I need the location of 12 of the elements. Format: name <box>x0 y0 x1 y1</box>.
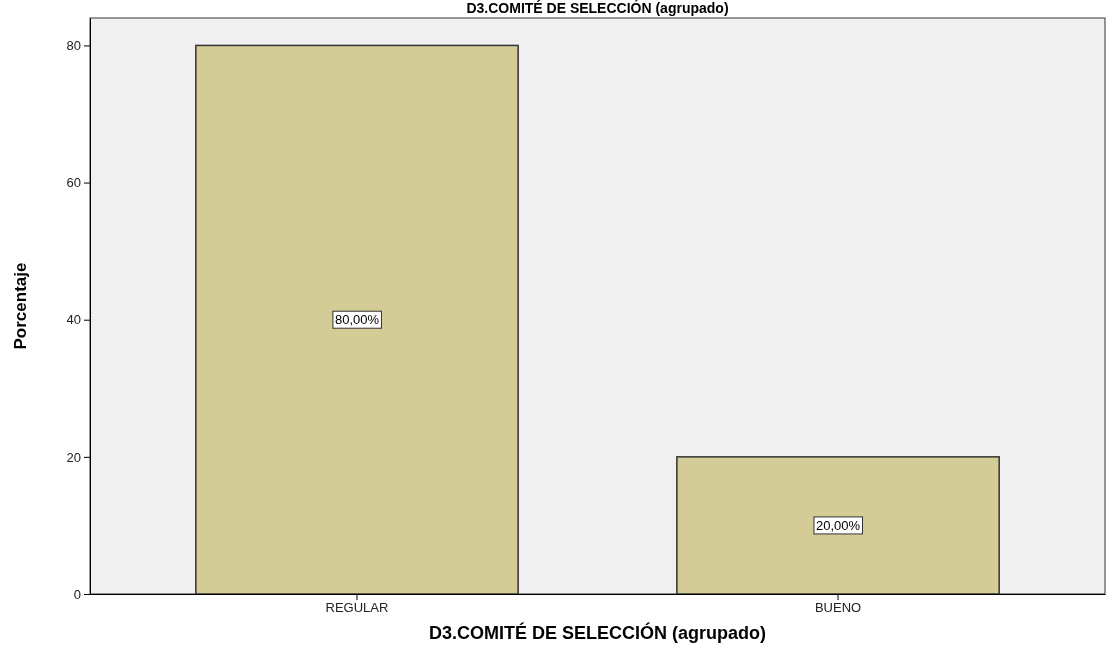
y-axis-title: Porcentaje <box>11 262 30 350</box>
x-tick-label: REGULAR <box>325 600 389 616</box>
y-tick-label: 80 <box>66 38 81 54</box>
data-label: 80,00% <box>334 312 380 328</box>
y-tick-label: 40 <box>66 312 81 328</box>
x-axis-title: D3.COMITÉ DE SELECCIÓN (agrupado) <box>428 622 767 643</box>
y-tick-label: 0 <box>73 586 81 602</box>
chart-title: D3.COMITÉ DE SELECCIÓN (agrupado) <box>466 0 729 16</box>
y-tick-label: 60 <box>66 175 81 191</box>
y-tick-label: 20 <box>66 449 81 465</box>
data-label: 20,00% <box>815 517 861 533</box>
x-tick-label: BUENO <box>814 600 862 616</box>
